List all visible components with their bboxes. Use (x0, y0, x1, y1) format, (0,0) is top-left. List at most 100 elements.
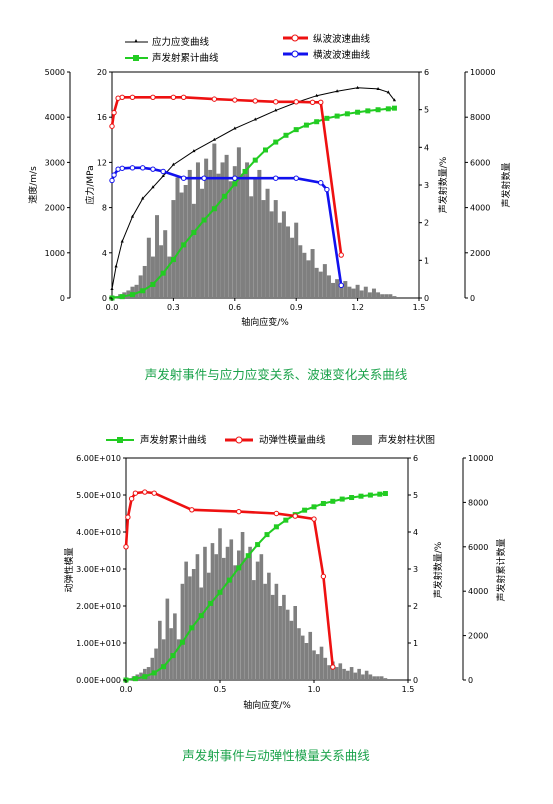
ae-bar (269, 211, 274, 298)
ae-bar (273, 200, 278, 298)
series-point (245, 553, 251, 559)
series-point (119, 94, 125, 101)
series-point (273, 139, 279, 145)
x-tick-label: 0.6 (228, 303, 241, 312)
chart1-ticks: 0.0 0.3 0.6 0.9 1.2 1.50100020003000400050000… (45, 68, 496, 312)
ae-bar (225, 546, 230, 680)
y-tick-label: 4 (102, 249, 107, 258)
ae-bar (363, 286, 368, 298)
series-point (150, 94, 156, 101)
ae-bar (236, 147, 241, 298)
ae-bar (138, 275, 143, 298)
chart1-ae-cumulative-label: 声发射数量 (500, 162, 512, 207)
series-point (283, 132, 289, 138)
y-tick-label: 6000 (470, 158, 490, 167)
y-tick-label: 4000 (470, 204, 490, 213)
ae-bar (165, 598, 170, 680)
ae-bar (257, 169, 262, 298)
ae-bar (357, 668, 361, 680)
ae-bar (383, 678, 388, 680)
series-point (161, 173, 165, 177)
y-tick-label: 6 (424, 68, 429, 77)
ae-bar (146, 667, 151, 680)
y-tick-label: 0 (413, 676, 418, 685)
ae-bar (158, 620, 162, 680)
y-tick-label: 5 (413, 491, 418, 500)
ae-bar (203, 546, 207, 680)
chart1-caption: 声发射事件与应力应变关系、波速变化关系曲线 (145, 367, 408, 382)
y-tick-label: 5 (424, 106, 429, 115)
series-point (111, 172, 117, 178)
ae-bar (210, 543, 215, 680)
series-point (349, 495, 355, 501)
series-point (311, 504, 317, 510)
series-point (140, 288, 146, 294)
series-point (377, 491, 383, 497)
series-point (232, 181, 238, 187)
legend2-bar-text: 声发射柱状图 (378, 434, 435, 446)
x-tick-label: 0.9 (290, 303, 303, 312)
ae-bar (245, 162, 250, 298)
series-point (201, 217, 207, 223)
ae-bar (274, 583, 279, 680)
ae-bar (372, 676, 376, 680)
series-point (189, 507, 195, 513)
series-point (375, 107, 381, 113)
ae-bar (255, 561, 260, 680)
series-point (273, 524, 279, 530)
series-point (314, 119, 320, 125)
y-tick-label: 8 (102, 204, 107, 213)
legend-swave-text: 横波波速曲线 (313, 49, 371, 61)
ae-bar (218, 528, 222, 680)
series-point (293, 175, 299, 181)
ae-bar (297, 628, 301, 680)
series-point (293, 127, 299, 133)
ae-bar (161, 639, 166, 680)
x-tick-label: 1.0 (308, 685, 321, 694)
ae-bar (361, 674, 365, 680)
series-point (114, 264, 118, 268)
series-point (208, 600, 214, 606)
ae-bar (342, 668, 346, 680)
y-tick-label: 16 (97, 113, 107, 122)
y-tick-label: 1000 (45, 249, 65, 258)
chart2-caption: 声发射事件与动弹性模量关系曲线 (182, 748, 370, 763)
y-tick-label: 0 (102, 294, 107, 303)
y-tick-label: 4000 (45, 113, 65, 122)
series-point (303, 122, 309, 128)
series-point (201, 175, 207, 181)
ae-bar (146, 237, 151, 298)
series-point (335, 89, 339, 93)
ae-bar (300, 635, 305, 680)
series-point (255, 542, 261, 548)
ae-bar (263, 583, 267, 680)
y-tick-label: 3 (413, 565, 418, 574)
ae-bar (232, 166, 237, 298)
legend2-bar-swatch (352, 435, 372, 445)
chart1-ae-count-label: 声发射数量/% (437, 156, 449, 213)
ae-bar (289, 620, 294, 680)
ae-bar (306, 260, 311, 298)
y-tick-label: 2000 (470, 249, 490, 258)
series-point (109, 123, 115, 129)
series-point (125, 514, 131, 520)
ae-bar (298, 245, 303, 298)
ae-bar (180, 583, 185, 680)
series-point (192, 149, 196, 153)
ae-bar (206, 572, 211, 680)
series-point (252, 157, 258, 163)
series-point (232, 175, 238, 181)
series-point (318, 99, 324, 105)
series-point (236, 565, 242, 571)
series-point (274, 108, 278, 112)
series-point (315, 93, 319, 97)
ae-bar (214, 554, 219, 680)
series-point (273, 510, 280, 517)
chart2-ae-cumulative-label: 声发射累计数量 (495, 538, 507, 601)
ae-bar (253, 177, 258, 298)
ae-bar (176, 639, 181, 680)
ae-bar (364, 670, 369, 680)
chart2-bars (127, 528, 388, 680)
ae-bar (150, 256, 155, 298)
series-point (365, 108, 371, 114)
